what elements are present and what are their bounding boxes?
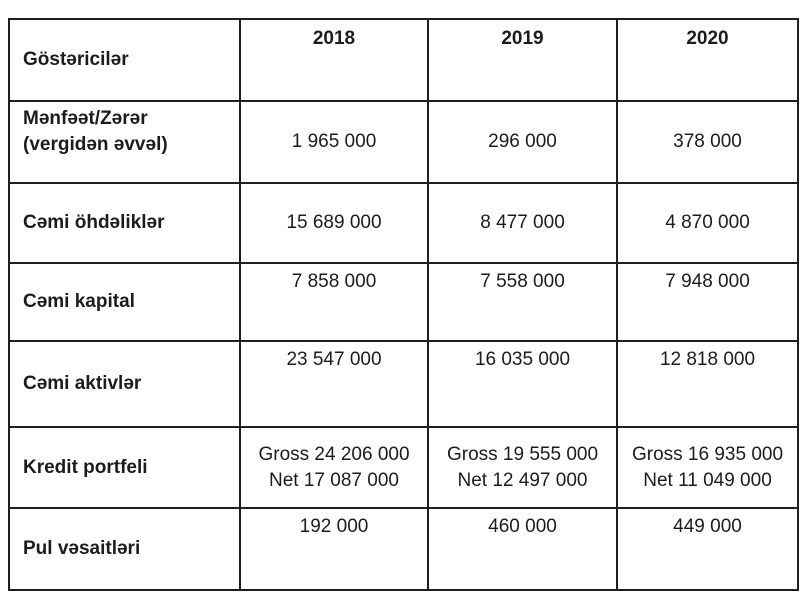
value-credit-portfolio-2020: Gross 16 935 000 Net 11 049 000 [616, 426, 799, 509]
indicator-column-header: Göstəricilər [8, 18, 241, 102]
value-credit-portfolio-2018: Gross 24 206 000 Net 17 087 000 [239, 426, 429, 509]
net-value: Net 17 087 000 [269, 469, 399, 491]
financial-indicators-table: Göstəricilər 2018 2019 2020 Mənfəət/Zərə… [8, 18, 799, 591]
table-row-credit-portfolio: Kredit portfeli Gross 24 206 000 Net 17 … [8, 426, 799, 509]
value-total-assets-2018: 23 547 000 [239, 340, 429, 428]
net-value: Net 12 497 000 [457, 469, 588, 491]
value-cash-funds-2019: 460 000 [427, 507, 618, 591]
row-label-profit-loss: Mənfəət/Zərər (vergidən əvvəl) [8, 100, 241, 184]
value-total-capital-2019: 7 558 000 [427, 262, 618, 342]
value-total-assets-2019: 16 035 000 [427, 340, 618, 428]
year-header-2019: 2019 [427, 18, 618, 102]
row-label-line: Mənfəət/Zərər [23, 108, 148, 129]
net-value: Net 11 049 000 [643, 469, 772, 491]
value-total-liabilities-2020: 4 870 000 [616, 182, 799, 264]
row-label-total-assets: Cəmi aktivlər [8, 340, 241, 428]
table-row-total-capital: Cəmi kapital 7 858 000 7 558 000 7 948 0… [8, 262, 799, 342]
table-row-profit-loss: Mənfəət/Zərər (vergidən əvvəl) 1 965 000… [8, 100, 799, 184]
row-label-total-capital: Cəmi kapital [8, 262, 241, 342]
header-row: Göstəricilər 2018 2019 2020 [8, 18, 799, 102]
value-total-capital-2020: 7 948 000 [616, 262, 799, 342]
row-label-credit-portfolio: Kredit portfeli [8, 426, 241, 509]
gross-value: Gross 24 206 000 [258, 443, 410, 465]
year-header-2018: 2018 [239, 18, 429, 102]
value-total-assets-2020: 12 818 000 [616, 340, 799, 428]
value-cash-funds-2020: 449 000 [616, 507, 799, 591]
row-label-line: (vergidən əvvəl) [23, 134, 168, 155]
gross-value: Gross 16 935 000 [631, 443, 784, 465]
year-header-2020: 2020 [616, 18, 799, 102]
table-row-total-assets: Cəmi aktivlər 23 547 000 16 035 000 12 8… [8, 340, 799, 428]
value-credit-portfolio-2019: Gross 19 555 000 Net 12 497 000 [427, 426, 618, 509]
table-row-total-liabilities: Cəmi öhdəliklər 15 689 000 8 477 000 4 8… [8, 182, 799, 264]
value-profit-loss-2020: 378 000 [616, 100, 799, 184]
value-profit-loss-2019: 296 000 [427, 100, 618, 184]
row-label-total-liabilities: Cəmi öhdəliklər [8, 182, 241, 264]
row-label-cash-funds: Pul vəsaitləri [8, 507, 241, 591]
table-row-cash-funds: Pul vəsaitləri 192 000 460 000 449 000 [8, 507, 799, 591]
gross-value: Gross 19 555 000 [446, 443, 599, 465]
value-total-liabilities-2019: 8 477 000 [427, 182, 618, 264]
value-total-liabilities-2018: 15 689 000 [239, 182, 429, 264]
value-profit-loss-2018: 1 965 000 [239, 100, 429, 184]
value-cash-funds-2018: 192 000 [239, 507, 429, 591]
value-total-capital-2018: 7 858 000 [239, 262, 429, 342]
